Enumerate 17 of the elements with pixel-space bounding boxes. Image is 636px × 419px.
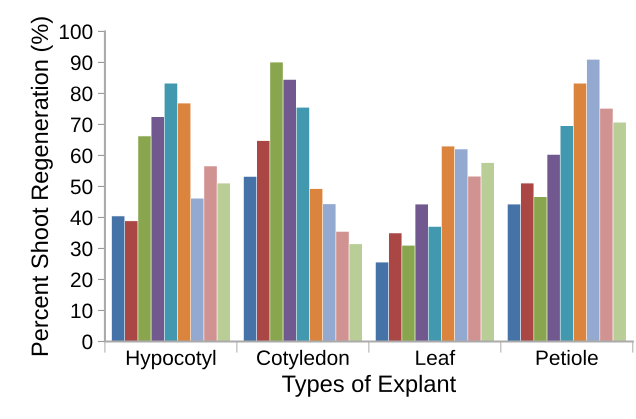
x-tick-label: Cotyledon	[257, 350, 348, 370]
y-axis-title: Percent Shoot Regeneration (%)	[30, 17, 53, 356]
y-tick-label: 40	[70, 210, 92, 226]
y-tick-label: 20	[71, 272, 92, 288]
y-tick-label: 80	[70, 86, 92, 102]
x-tick-label: Petiole	[536, 350, 598, 366]
y-tick-label: 100	[60, 24, 92, 40]
y-tick-label: 30	[70, 241, 92, 256]
x-tick-label: Leaf	[416, 350, 456, 366]
y-tick-label: 70	[71, 117, 92, 132]
y-tick-label: 90	[70, 55, 92, 70]
y-tick-label: 60	[71, 148, 92, 164]
y-tick-label: 0	[82, 334, 92, 350]
x-axis-title: Types of Explant	[282, 374, 456, 397]
y-tick-label: 10	[72, 303, 92, 318]
y-tick-label: 50	[70, 179, 92, 194]
x-tick-label: Hypocotyl	[126, 350, 216, 370]
